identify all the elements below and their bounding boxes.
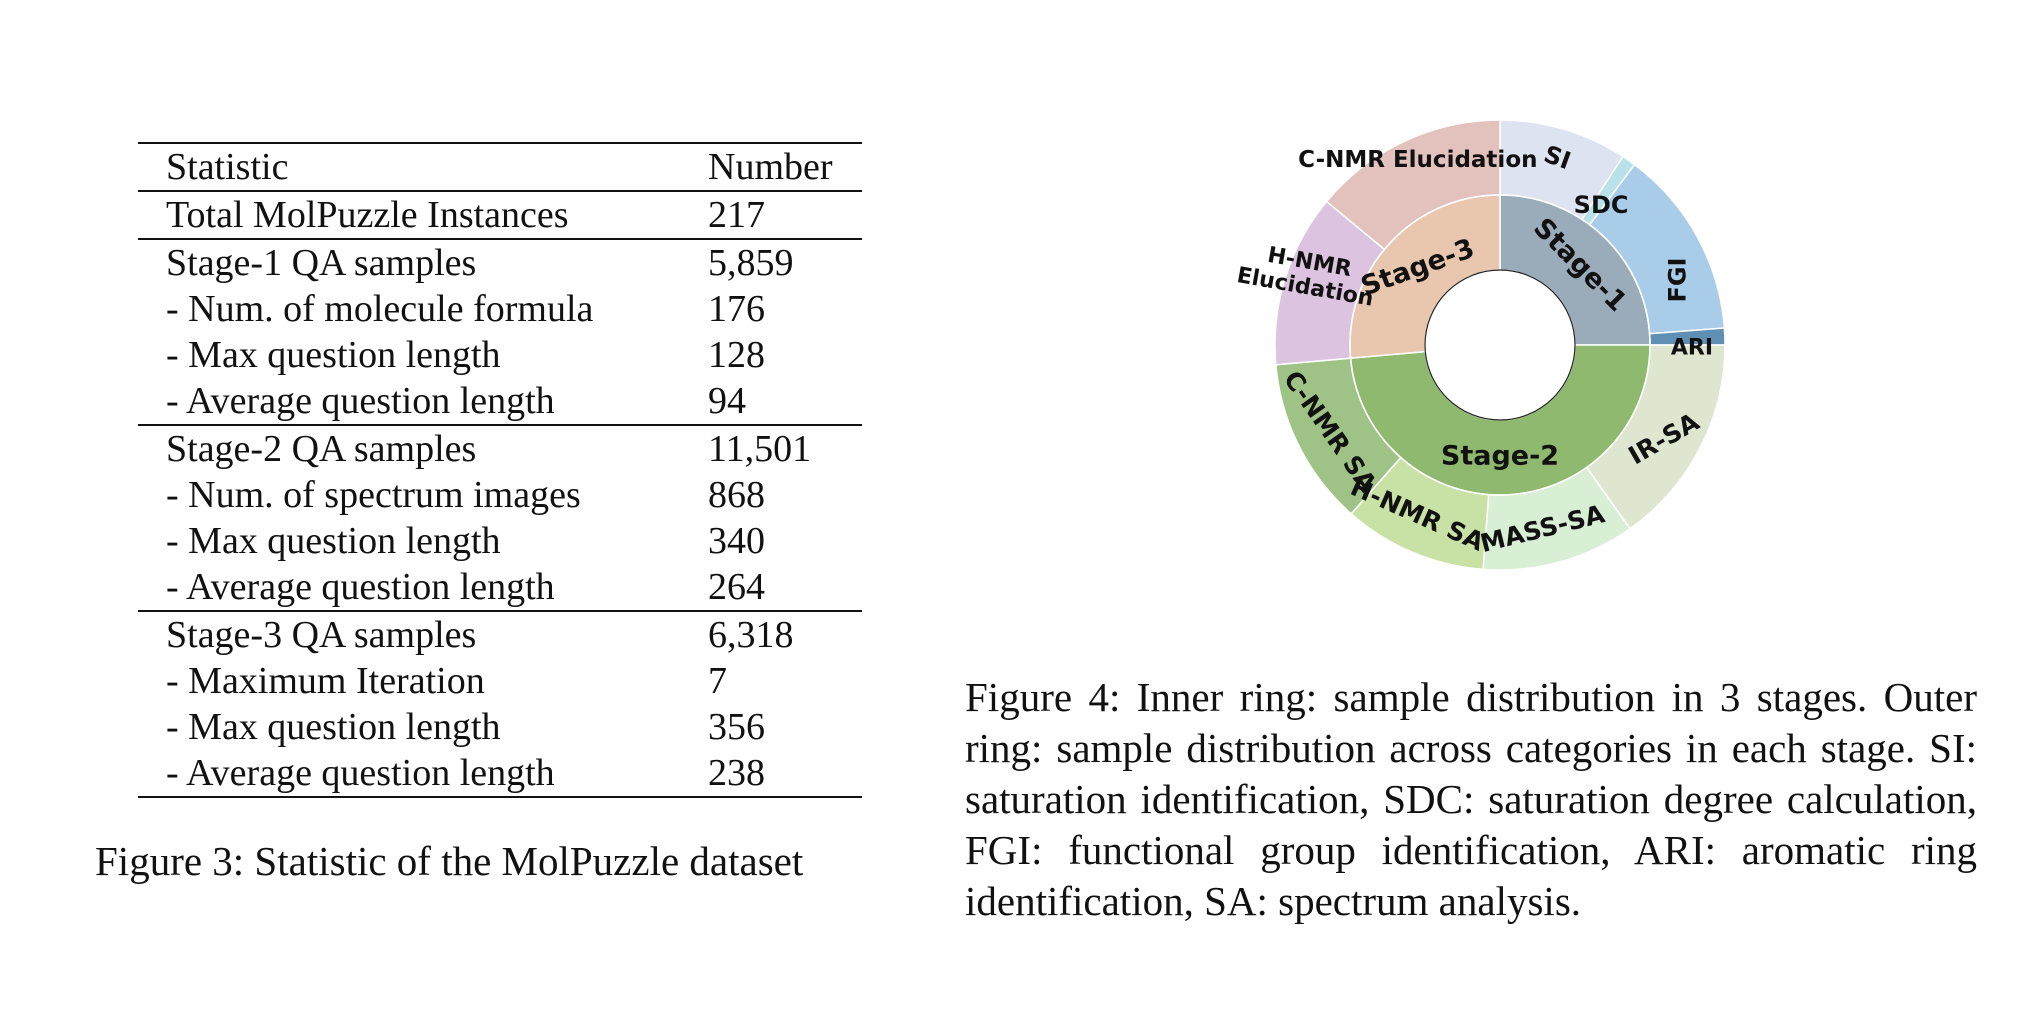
row-value: 238 <box>698 750 862 798</box>
header-number: Number <box>698 142 862 191</box>
row-value: 176 <box>708 288 765 330</box>
inner-label-stage-2: Stage-2 <box>1441 441 1559 472</box>
sunburst-svg: Stage-1Stage-2Stage-3SISDCFGIARIIR-SAMAS… <box>1235 119 1726 571</box>
row-label: - Max question length <box>166 334 501 376</box>
table-row: - Max question length 340 <box>138 518 862 564</box>
row-value: 340 <box>708 520 765 562</box>
table-row: Stage-3 QA samples 6,318 <box>138 610 862 658</box>
row-value: 356 <box>708 706 765 748</box>
row-label: - Max question length <box>166 706 501 748</box>
row-label: Stage-3 QA samples <box>138 610 698 658</box>
row-value: 7 <box>708 660 727 702</box>
row-label: Stage-1 QA samples <box>138 238 698 286</box>
outer-label-sdc: SDC <box>1574 191 1629 219</box>
outer-label-c-nmr-elucidation: C-NMR Elucidation <box>1298 147 1537 173</box>
outer-label-ari: ARI <box>1671 335 1713 360</box>
row-value: 94 <box>708 380 746 422</box>
row-label: Total MolPuzzle Instances <box>138 190 698 239</box>
statistics-table: Statistic Number Total MolPuzzle Instanc… <box>138 142 862 798</box>
outer-label-fgi: FGI <box>1664 258 1692 303</box>
table-header-row: Statistic Number <box>138 142 862 191</box>
row-value: 11,501 <box>698 424 862 472</box>
sample-distribution-chart: Stage-1 Stage-2 Stage-3 SI SDC FGI ARI IR-SA MAS… <box>1150 20 1850 670</box>
table-row: - Max question length 356 <box>138 704 862 750</box>
ring-divider <box>1349 194 1651 496</box>
table-row: Stage-1 QA samples 5,859 <box>138 238 862 286</box>
table-row: - Num. of spectrum images 868 <box>138 472 862 518</box>
table-row: - Average question length 94 <box>138 378 862 425</box>
row-label: - Num. of molecule formula <box>166 288 594 330</box>
row-value: 868 <box>708 474 765 516</box>
row-value: 264 <box>708 566 765 608</box>
table-row: - Num. of molecule formula 176 <box>138 286 862 332</box>
row-value: 6,318 <box>698 610 862 658</box>
row-label: - Average question length <box>166 566 555 608</box>
table-row: Stage-2 QA samples 11,501 <box>138 424 862 472</box>
figure-3-caption: Figure 3: Statistic of the MolPuzzle dat… <box>95 838 804 884</box>
center-hole <box>1424 269 1576 421</box>
row-label: Stage-2 QA samples <box>138 424 698 472</box>
row-label: - Max question length <box>166 520 501 562</box>
row-value: 128 <box>708 334 765 376</box>
row-value: 5,859 <box>698 238 862 286</box>
row-label: - Num. of spectrum images <box>166 474 581 516</box>
table-row: - Average question length 264 <box>138 564 862 611</box>
table-row: - Average question length 238 <box>138 750 862 798</box>
table-row: - Max question length 128 <box>138 332 862 378</box>
row-label: - Average question length <box>166 380 555 422</box>
header-statistic: Statistic <box>138 142 698 191</box>
figure-4-caption: Figure 4: Inner ring: sample distributio… <box>965 674 1977 924</box>
row-value: 217 <box>698 190 862 239</box>
table-row: - Maximum Iteration 7 <box>138 658 862 704</box>
table-body: Total MolPuzzle Instances 217 Stage-1 QA s… <box>138 190 862 798</box>
row-label: - Average question length <box>138 750 698 798</box>
row-label: - Maximum Iteration <box>166 660 485 702</box>
table-row: Total MolPuzzle Instances 217 <box>138 190 862 239</box>
